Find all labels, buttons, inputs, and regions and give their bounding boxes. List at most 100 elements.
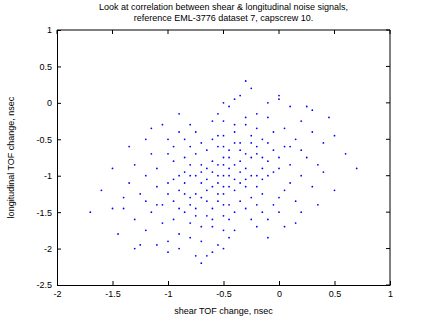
point [128, 146, 130, 148]
tick-mark [279, 30, 280, 34]
point [178, 248, 180, 250]
point [156, 244, 158, 246]
point [134, 219, 136, 221]
point [178, 175, 180, 177]
tick-mark [224, 281, 225, 285]
point [228, 106, 230, 108]
point [223, 193, 225, 195]
tick-mark [57, 285, 61, 286]
point [162, 204, 164, 206]
point [184, 182, 186, 184]
tick: -2.5 [36, 280, 61, 290]
point [200, 164, 202, 166]
tick-mark [386, 139, 390, 140]
point [267, 142, 269, 144]
point [300, 211, 302, 213]
tick: -0.5 [216, 281, 232, 299]
point [345, 153, 347, 155]
y-axis-line [57, 31, 58, 286]
tick-mark [57, 212, 61, 213]
point [189, 124, 191, 126]
point [206, 255, 208, 257]
point [167, 251, 169, 253]
point [278, 157, 280, 159]
tick: 0 [277, 281, 282, 299]
point [173, 200, 175, 202]
point [184, 193, 186, 195]
point [223, 164, 225, 166]
point [267, 117, 269, 119]
point [245, 117, 247, 119]
x-axis-line [58, 285, 391, 286]
point [195, 208, 197, 210]
tick-label: 1 [388, 289, 393, 299]
point [256, 127, 258, 129]
point [306, 106, 308, 108]
point [234, 164, 236, 166]
point [250, 219, 252, 221]
point [173, 146, 175, 148]
point [267, 102, 269, 104]
point [245, 208, 247, 210]
point [223, 204, 225, 206]
point [300, 120, 302, 122]
point [184, 211, 186, 213]
point [173, 219, 175, 221]
tick-label: -1.5 [105, 289, 121, 299]
point [250, 197, 252, 199]
point [145, 229, 147, 231]
point [217, 244, 219, 246]
point [261, 211, 263, 213]
point [306, 157, 308, 159]
point [217, 135, 219, 137]
tick-mark [334, 30, 335, 34]
point [195, 131, 197, 133]
point [223, 229, 225, 231]
tick-mark [113, 281, 114, 285]
point [228, 186, 230, 188]
tick-mark [57, 176, 61, 177]
tick: 0 [47, 98, 61, 108]
point [167, 240, 169, 242]
tick-label: -0.5 [216, 289, 232, 299]
point [162, 124, 164, 126]
point [189, 146, 191, 148]
point [234, 142, 236, 144]
point [284, 146, 286, 148]
point [250, 175, 252, 177]
point [239, 149, 241, 151]
tick-mark [386, 285, 390, 286]
point [217, 200, 219, 202]
point [289, 182, 291, 184]
point [150, 211, 152, 213]
point [256, 204, 258, 206]
point [278, 168, 280, 170]
point [167, 138, 169, 140]
tick-label: -2 [53, 289, 61, 299]
point [200, 182, 202, 184]
point [195, 153, 197, 155]
point [261, 157, 263, 159]
tick-mark [390, 30, 391, 34]
title: reference EML-3776 dataset 7, capscrew 1… [134, 13, 314, 23]
point [289, 164, 291, 166]
point [228, 157, 230, 159]
point [356, 168, 358, 170]
tick: -1.5 [105, 281, 121, 299]
point [256, 175, 258, 177]
tick: 0.5 [39, 62, 61, 72]
point [234, 124, 236, 126]
point [245, 153, 247, 155]
point [189, 197, 191, 199]
point [200, 197, 202, 199]
point [212, 219, 214, 221]
point [217, 175, 219, 177]
point [223, 135, 225, 137]
point [217, 182, 219, 184]
point [134, 248, 136, 250]
point [245, 124, 247, 126]
points [89, 80, 357, 264]
tick-mark [386, 175, 390, 176]
point [189, 204, 191, 206]
point [239, 171, 241, 173]
